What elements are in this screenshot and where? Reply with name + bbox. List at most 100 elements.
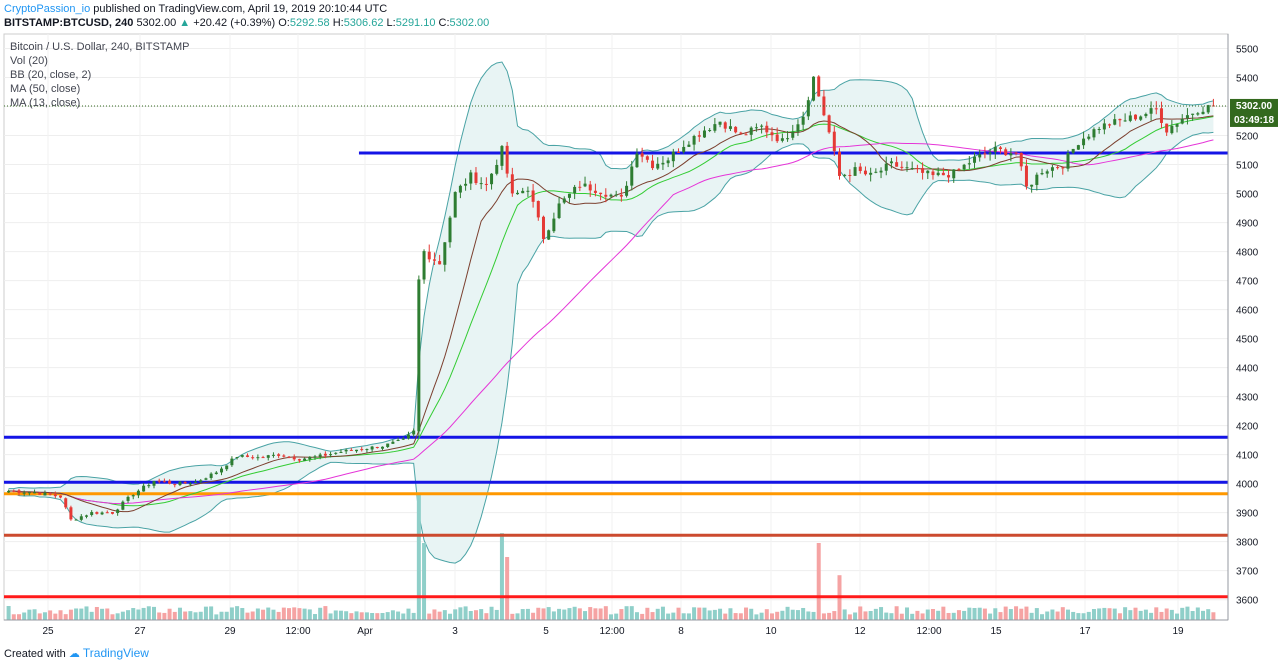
time-tick-label: 5: [543, 626, 549, 637]
candle-body: [1144, 113, 1148, 117]
candle-body: [313, 456, 317, 458]
legend-ma13[interactable]: MA (13, close): [10, 97, 80, 109]
volume-bar: [603, 606, 608, 620]
tradingview-logo-icon[interactable]: ☁: [68, 648, 80, 660]
volume-bar: [780, 610, 785, 620]
candle-body: [973, 156, 977, 163]
volume-bar: [1175, 613, 1180, 620]
price-tick-label: 5100: [1236, 161, 1259, 172]
volume-bar: [754, 614, 759, 620]
volume-bar: [1040, 614, 1045, 620]
volume-bar: [219, 611, 224, 620]
candle-body: [1134, 114, 1138, 120]
bb-fill: [8, 62, 1214, 564]
volume-bar: [183, 611, 188, 620]
candle-body: [1097, 129, 1101, 131]
time-axis[interactable]: 25 27 29 12:00 Apr 3 5 12:00 8 10 12 12:00 15 17 19: [42, 626, 1184, 637]
volume-bar: [634, 612, 639, 620]
time-tick-label: 3: [452, 626, 458, 637]
volume-bar: [1055, 611, 1060, 620]
candle-body: [116, 509, 120, 514]
volume-bar: [328, 613, 333, 620]
candle-body: [443, 242, 447, 265]
author-link[interactable]: CryptoPassion_io: [4, 3, 91, 15]
candle-body: [552, 218, 556, 232]
candle-body: [334, 452, 338, 454]
volume-bar: [245, 612, 250, 620]
volume-bar: [214, 614, 219, 620]
candle-body: [547, 230, 551, 240]
ohlc-header: BITSTAMP:BTCUSD, 240 5302.00 ▲ +20.42 (+…: [4, 16, 489, 30]
candle-body: [656, 163, 660, 169]
volume-bar: [609, 614, 613, 620]
publish-header: CryptoPassion_io published on TradingVie…: [4, 2, 387, 16]
candle-body: [978, 154, 982, 158]
candle-body: [998, 147, 1002, 149]
candle-body: [1024, 165, 1028, 187]
time-tick-label: 10: [765, 626, 777, 637]
volume-bar: [728, 608, 733, 620]
candle-body: [152, 481, 156, 486]
volume-bar: [744, 607, 749, 620]
candle-body: [728, 126, 732, 129]
candle-body: [926, 170, 930, 174]
volume-bar: [27, 609, 32, 620]
volume-bar: [640, 613, 645, 620]
candle-body: [863, 170, 867, 175]
candle-body: [1170, 125, 1174, 134]
volume-bar: [707, 610, 712, 620]
volume-bar: [531, 612, 536, 620]
volume-bar: [557, 608, 562, 620]
candle-body: [432, 259, 436, 261]
candle-body: [526, 190, 530, 192]
candle-body: [1128, 115, 1132, 121]
volume-bar: [1003, 606, 1008, 620]
candle-body: [1030, 184, 1034, 187]
candle-body: [562, 198, 566, 203]
legend-bb[interactable]: BB (20, close, 2): [10, 69, 91, 81]
plot-frame: [3, 33, 1229, 621]
candle-body: [541, 216, 545, 239]
candle-body: [682, 146, 686, 153]
candle-body: [848, 174, 852, 176]
candle-body: [168, 480, 172, 484]
volume-bar: [312, 614, 317, 620]
volume-bar: [48, 610, 53, 620]
candle-body: [801, 116, 805, 125]
candle-body: [12, 490, 16, 492]
legend-ma50[interactable]: MA (50, close): [10, 83, 80, 95]
volume-bar: [821, 613, 826, 620]
volume-bar: [458, 607, 463, 620]
candle-body: [235, 457, 239, 459]
legend-title: Bitcoin / U.S. Dollar, 240, BITSTAMP: [10, 41, 190, 53]
candle-body: [1175, 124, 1179, 127]
tradingview-brand[interactable]: TradingView: [82, 646, 149, 660]
volume-bar: [396, 611, 401, 620]
candle-body: [240, 455, 244, 457]
volume-bar: [136, 609, 141, 620]
candle-body: [105, 512, 109, 514]
volume-bar: [110, 614, 115, 620]
time-tick-label: 12:00: [916, 626, 941, 637]
candle-body: [27, 492, 31, 494]
volume-bar: [1195, 607, 1200, 620]
candle-body: [142, 485, 146, 492]
candle-body: [640, 153, 644, 157]
volume-bar: [427, 613, 432, 620]
candle-body: [900, 166, 904, 168]
candle-body: [464, 183, 468, 186]
candle-body: [645, 156, 649, 160]
created-with-label: Created with: [4, 648, 66, 660]
price-chart[interactable]: 3600 3700 3800 3900 4000 4100 4200 4300 4400 4500…: [0, 30, 1280, 642]
legend-vol[interactable]: Vol (20): [10, 55, 48, 67]
candle-body: [64, 498, 68, 508]
candle-body: [1040, 173, 1044, 175]
candle-body: [1045, 171, 1049, 174]
price-tick-label: 5400: [1236, 74, 1259, 85]
volume-bar: [1008, 609, 1013, 620]
candle-body: [22, 492, 26, 494]
volume-bar: [795, 610, 800, 620]
candle-body: [95, 512, 99, 514]
price-axis[interactable]: 3600 3700 3800 3900 4000 4100 4200 4300 4400 4500…: [1236, 45, 1259, 607]
candle-body: [495, 164, 499, 174]
